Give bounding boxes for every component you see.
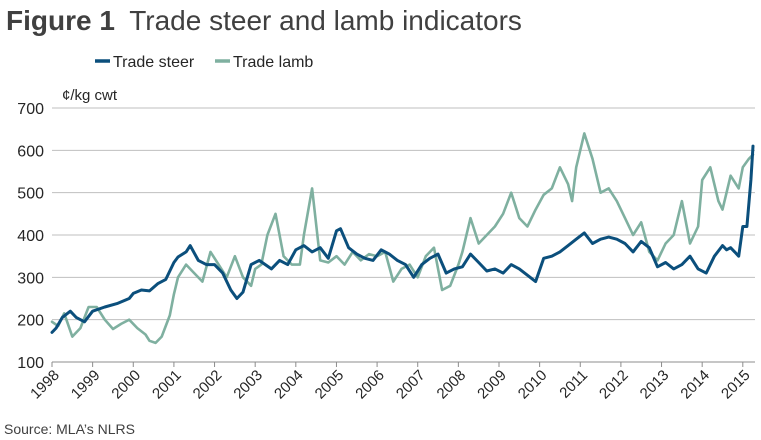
series-lines: [50, 132, 755, 345]
y-tick-label: 500: [17, 186, 44, 203]
legend-label-trade-lamb: Trade lamb: [233, 54, 313, 71]
x-tick-label: 2008: [434, 367, 470, 403]
y-tick-label: 200: [17, 313, 44, 330]
legend-label-trade-steer: Trade steer: [113, 54, 195, 71]
y-tick-label: 400: [17, 228, 44, 245]
x-tick-label: 2004: [271, 367, 307, 403]
x-tick-label: 1998: [27, 367, 63, 403]
x-tick-label: 2003: [230, 367, 266, 403]
x-tick-label: 2014: [677, 367, 713, 403]
y-tick-label: 100: [17, 355, 44, 372]
x-tick-label: 2011: [556, 367, 591, 402]
x-tick-label: 2001: [149, 367, 185, 403]
x-tick-label: 2009: [474, 367, 510, 403]
x-tick-label: 2006: [352, 367, 388, 403]
x-tick-label: 2007: [393, 367, 429, 403]
x-tick-label: 2002: [190, 367, 226, 403]
x-tick-label: 2000: [108, 367, 144, 403]
y-tick-label: 700: [17, 101, 44, 118]
gridlines: [52, 107, 755, 321]
x-tick-label: 2013: [637, 367, 673, 403]
series-line-trade-steer: [50, 144, 755, 334]
x-tick-label: 2010: [515, 367, 551, 403]
figure-heading: Figure 1 Trade steer and lamb indicators: [6, 5, 522, 36]
x-tick-label: 2012: [596, 367, 632, 403]
x-tick-label: 1999: [68, 367, 104, 403]
figure-label: Figure 1: [6, 5, 115, 36]
y-tick-label: 600: [17, 143, 44, 160]
series-line-trade-lamb: [50, 132, 755, 345]
legend: Trade steer Trade lamb: [95, 54, 313, 71]
figure-title: Trade steer and lamb indicators: [129, 5, 522, 36]
x-tick-label: 2015: [718, 367, 754, 403]
source-note: Source: MLA’s NLRS: [4, 421, 135, 437]
y-tick-label: 300: [17, 270, 44, 287]
y-axis-label: ¢/kg cwt: [62, 87, 118, 104]
y-axis-ticks: 100 200 300 400 500 600 700: [17, 101, 44, 372]
x-tick-label: 2005: [312, 367, 348, 403]
x-axis: 1998 1999 2000 2001 2002 2003 2004 2005 2006 2007…: [27, 361, 755, 403]
